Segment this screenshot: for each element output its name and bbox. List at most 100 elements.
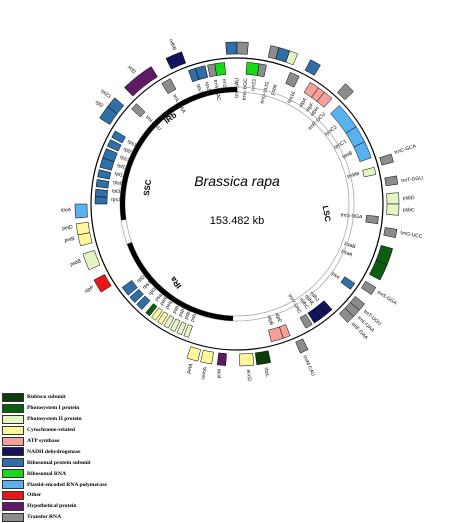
legend-item: Transfer RNA (2, 512, 138, 523)
gene-label: atpE (273, 312, 282, 324)
gene-block (131, 103, 146, 118)
gene-label: accD (245, 369, 252, 381)
legend-label: Plastid-encoded RNA polymerase (27, 481, 107, 488)
gene-block (121, 280, 138, 296)
gene-block (299, 313, 313, 329)
gene-block (102, 148, 118, 162)
gene-label: petG (159, 294, 170, 306)
legend-label: Hypothetical protein (27, 503, 77, 510)
gene-label: trnS-UGA (340, 212, 363, 220)
legend-label: Other (27, 492, 42, 499)
legend-label: Cytochrome-related (27, 427, 75, 434)
legend-label: Transfer RNA (27, 514, 62, 521)
gene-label: psbJ (189, 310, 199, 322)
region-label-ssc: SSC (142, 179, 153, 197)
gene-label: petD (62, 224, 74, 231)
gene-label: trnA-UGC (242, 78, 250, 101)
gene-label: psbC (403, 207, 415, 213)
gene-label: psbF (177, 305, 187, 318)
legend-label: Ribosomal protein subunit (27, 459, 91, 466)
gene-label: psaA (340, 248, 353, 258)
gene-block (369, 259, 388, 281)
legend-item: Hypothetical protein (2, 501, 138, 512)
legend-swatch (2, 392, 24, 402)
legend: Rubisco subunit Photosystem I protein Phot… (2, 392, 138, 523)
gene-block (165, 51, 187, 70)
gene-block (176, 321, 187, 336)
genome-circle (90, 57, 384, 351)
legend-item: ATP synthase (2, 436, 138, 447)
legend-swatch (2, 403, 24, 413)
gene-block (285, 72, 300, 88)
gene-block (169, 318, 181, 332)
gene-block (161, 78, 177, 95)
legend-swatch (2, 490, 24, 500)
legend-swatch (2, 447, 24, 457)
gene-label: psbD (403, 195, 415, 201)
legend-label: Rubisco subunit (27, 394, 66, 401)
legend-item: Ribosomal RNA (2, 468, 138, 479)
gene-label: rrn23 (250, 79, 258, 92)
legend-item: Photosystem II protein (2, 414, 138, 425)
gene-block (225, 41, 238, 55)
gene-label: petA (186, 362, 195, 374)
gene-label: atpF (305, 102, 316, 114)
gene-label: rpl22 (122, 146, 135, 156)
gene-label: rpl2 (94, 99, 104, 109)
gene-label: trnG-UCC (400, 230, 423, 240)
gene-block (82, 250, 101, 271)
gene-block (379, 153, 394, 166)
gene-block (97, 169, 112, 180)
gene-label: trnM-CAU (301, 355, 316, 378)
gene-block (145, 303, 158, 317)
gene-block (337, 83, 354, 101)
legend-swatch (2, 480, 24, 490)
gene-label: rps3 (119, 154, 130, 163)
gene-block (307, 308, 321, 324)
legend-item: Plastid-encoded RNA polymerase (2, 479, 138, 490)
gene-block (195, 65, 209, 80)
legend-swatch (2, 436, 24, 446)
inner-ring (119, 86, 355, 322)
gene-label: atpB (266, 314, 275, 326)
gene-block (200, 349, 214, 365)
genome-length: 153.482 kb (210, 215, 264, 227)
gene-block (353, 141, 372, 162)
gene-label: rps8 (112, 179, 123, 187)
gene-block (384, 175, 399, 186)
gene-label: psbK (270, 83, 279, 96)
gene-label: psbB (69, 258, 82, 268)
gene-label: psbL (183, 308, 193, 321)
gene-label: psaJ (154, 290, 166, 302)
gene-label: psbM (347, 171, 360, 180)
gene-label: psaB (344, 241, 357, 251)
gene-block (94, 188, 108, 198)
gene-block (157, 311, 169, 325)
legend-swatch (2, 469, 24, 479)
legend-item: Photosystem I protein (2, 403, 138, 414)
gene-block (186, 346, 202, 362)
gene-label: rps4 (329, 270, 341, 281)
legend-label: Photosystem II protein (27, 416, 82, 423)
gene-label: rpl20 (136, 272, 149, 284)
gene-label: rps11 (111, 197, 124, 203)
legend-label: NADH dehydrogenase (27, 448, 81, 455)
legend-item: Cytochrome-related (2, 425, 138, 436)
gene-label: ndhB (167, 38, 177, 52)
gene-block (151, 307, 163, 321)
legend-swatch (2, 414, 24, 424)
gene-block (74, 203, 88, 219)
gene-block (362, 166, 377, 178)
gene-block (386, 203, 400, 216)
gene-block (93, 274, 112, 293)
species-name: Brassica rapa (194, 173, 280, 189)
gene-label: clpP (83, 284, 95, 294)
legend-item: Ribosomal protein subunit (2, 457, 138, 468)
gene-label: atpH (309, 105, 321, 117)
genome-ring (90, 57, 384, 351)
gene-label: rpl16 (116, 163, 129, 172)
gene-block (136, 295, 151, 310)
gene-label: rrn16 (221, 78, 228, 90)
gene-block (216, 352, 227, 366)
